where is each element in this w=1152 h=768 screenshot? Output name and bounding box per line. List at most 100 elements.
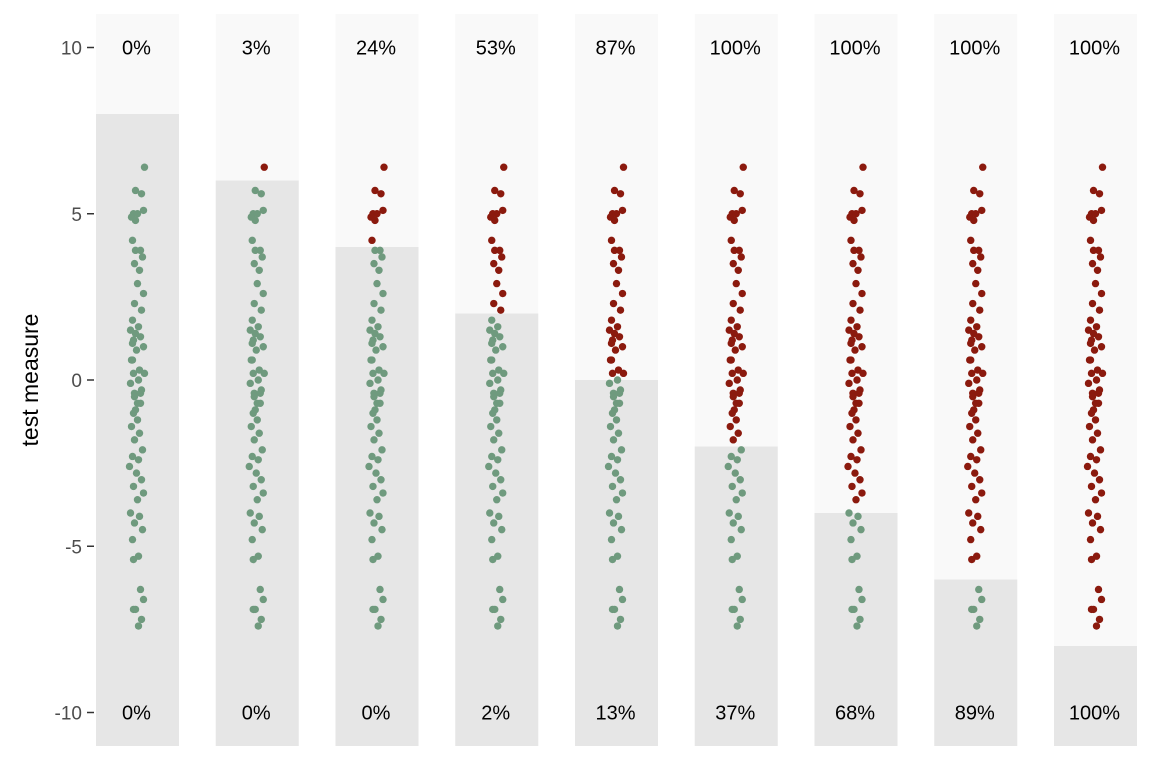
data-point: [613, 323, 622, 331]
data-point: [736, 306, 744, 314]
data-point: [730, 605, 738, 614]
data-point: [490, 436, 498, 444]
data-point: [732, 210, 740, 218]
data-point: [851, 469, 859, 477]
data-point: [970, 246, 978, 255]
data-point: [254, 323, 262, 331]
data-point: [977, 446, 985, 454]
data-point: [1086, 236, 1095, 245]
data-point: [966, 422, 974, 431]
data-point: [971, 469, 979, 477]
data-point: [1092, 376, 1101, 384]
data-point: [258, 446, 266, 454]
data-point: [369, 482, 377, 491]
data-point: [1087, 555, 1096, 564]
data-point: [257, 476, 265, 484]
data-point: [618, 595, 627, 604]
data-point: [972, 279, 980, 288]
data-point: [245, 462, 253, 471]
data-point: [500, 369, 508, 378]
data-point: [500, 163, 508, 171]
data-point: [616, 190, 625, 198]
data-point: [380, 369, 388, 378]
data-point: [131, 605, 140, 614]
data-point: [613, 376, 622, 384]
data-point: [609, 299, 618, 308]
data-point: [856, 306, 864, 314]
data-point: [1092, 456, 1101, 464]
data-point: [497, 615, 505, 624]
y-tick-label: -5: [65, 537, 82, 558]
data-point: [729, 259, 737, 268]
data-point: [609, 519, 618, 527]
data-point: [129, 555, 138, 564]
data-point: [738, 206, 746, 215]
data-point: [736, 386, 744, 394]
data-point: [611, 469, 620, 477]
data-point: [254, 456, 262, 464]
data-point: [617, 253, 626, 261]
data-point: [259, 343, 267, 351]
data-point: [858, 343, 866, 351]
data-point: [130, 436, 139, 444]
facet-panel: 100% 37%: [694, 14, 778, 746]
data-point: [134, 376, 143, 384]
data-point: [736, 615, 744, 624]
data-point: [729, 299, 737, 308]
data-point: [1087, 409, 1096, 417]
data-point: [974, 266, 982, 274]
data-point: [490, 299, 498, 308]
data-point: [133, 416, 142, 424]
data-point: [260, 369, 268, 378]
data-point: [126, 379, 135, 388]
data-point: [1084, 509, 1093, 517]
data-point: [1095, 306, 1104, 314]
data-point: [617, 446, 626, 454]
data-point: [1087, 482, 1096, 491]
data-point: [137, 190, 146, 198]
data-point: [978, 206, 986, 215]
data-point: [247, 422, 255, 431]
data-point: [611, 346, 620, 354]
data-point: [374, 376, 382, 384]
data-point: [491, 246, 499, 255]
data-point: [497, 306, 505, 314]
data-point: [137, 615, 146, 624]
data-point: [137, 476, 146, 484]
data-point: [850, 246, 858, 255]
data-point: [131, 216, 140, 225]
data-point: [614, 429, 623, 437]
data-point: [489, 555, 497, 564]
panel-upper-region: [215, 14, 299, 181]
data-point: [250, 519, 258, 527]
data-point: [612, 496, 621, 504]
data-point: [858, 489, 866, 497]
data-point: [968, 369, 976, 378]
data-point: [1097, 489, 1106, 497]
data-point: [731, 469, 739, 477]
data-point: [127, 422, 136, 431]
data-point: [498, 253, 506, 261]
data-point: [496, 585, 504, 594]
data-point: [725, 509, 733, 517]
data-point: [1086, 535, 1095, 544]
data-point: [727, 339, 735, 348]
data-point: [614, 512, 623, 521]
data-point: [729, 436, 737, 444]
data-point: [1088, 259, 1097, 268]
data-point: [1095, 615, 1104, 624]
data-point: [1083, 462, 1092, 471]
data-point: [253, 496, 261, 504]
data-point: [499, 489, 507, 497]
data-point: [973, 323, 981, 331]
data-point: [609, 259, 618, 268]
data-point: [847, 452, 855, 461]
data-point: [489, 369, 497, 378]
data-point: [374, 323, 382, 331]
data-point: [727, 452, 735, 461]
data-point: [256, 333, 264, 341]
data-point: [853, 376, 861, 384]
data-point: [1089, 216, 1098, 225]
data-point: [250, 259, 258, 268]
data-point: [976, 476, 984, 484]
